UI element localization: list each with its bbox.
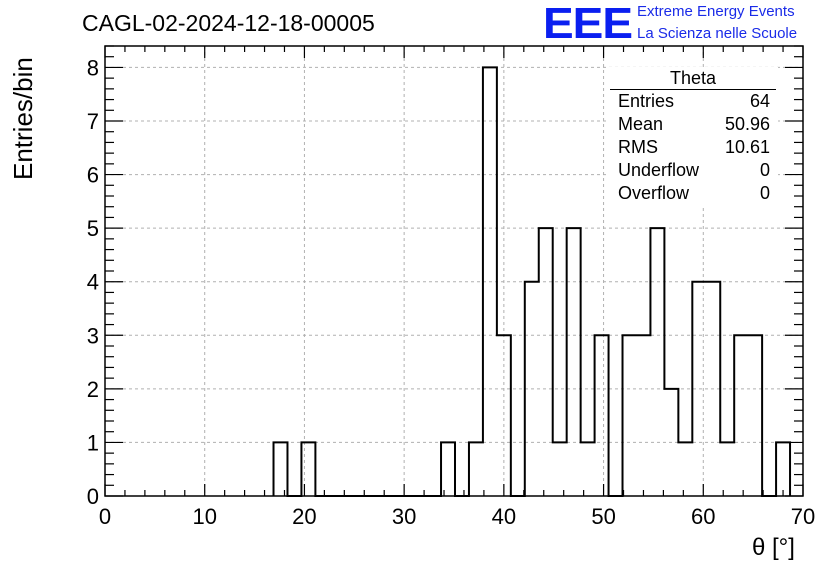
- stats-label: RMS: [618, 137, 658, 157]
- x-tick-labels: 0 10 20 30 40 50 60 70: [99, 504, 815, 529]
- stats-label: Mean: [618, 114, 664, 134]
- stats-label: Entries: [618, 91, 675, 111]
- y-tick-label: 1: [87, 430, 99, 455]
- y-tick-label: 2: [87, 377, 99, 402]
- histogram-bin: [664, 389, 678, 496]
- histogram-bin: [734, 335, 748, 496]
- histogram-bin: [581, 442, 595, 496]
- histogram-bin: [650, 228, 664, 496]
- histogram-bin: [483, 67, 497, 496]
- stats-row-underflow: Underflow 0: [608, 159, 778, 182]
- histogram-bin: [636, 335, 650, 496]
- histogram-bin: [720, 442, 734, 496]
- histogram-bin: [567, 228, 581, 496]
- x-axis-label: θ [°]: [752, 534, 795, 561]
- histogram-bin: [553, 442, 567, 496]
- histogram-bin: [678, 442, 692, 496]
- y-tick-labels: 0 1 2 3 4 5 6 7 8: [87, 55, 99, 509]
- x-tick-label: 0: [99, 504, 111, 529]
- y-tick-label: 5: [87, 216, 99, 241]
- histogram-bin: [525, 282, 539, 496]
- x-tick-label: 30: [392, 504, 416, 529]
- chart-title: CAGL-02-2024-12-18-00005: [82, 10, 375, 36]
- x-tick-label: 40: [492, 504, 516, 529]
- stats-row-mean: Mean 50.96: [608, 113, 778, 136]
- y-tick-label: 0: [87, 484, 99, 509]
- histogram-bin: [469, 442, 483, 496]
- axis-ticks: [104, 45, 804, 497]
- x-tick-label: 10: [192, 504, 216, 529]
- stats-value: 10.61: [724, 137, 770, 157]
- logo-line-1: Extreme Energy Events: [637, 3, 795, 20]
- histogram-bin: [301, 442, 315, 496]
- eee-logo: EEE: [543, 0, 633, 48]
- stats-value: 50.96: [724, 114, 770, 134]
- stats-title: Theta: [610, 67, 776, 90]
- y-tick-label: 8: [87, 55, 99, 80]
- x-tick-label: 60: [691, 504, 715, 529]
- stats-value: 64: [749, 91, 770, 111]
- stats-row-overflow: Overflow 0: [608, 182, 778, 205]
- histogram-bin: [748, 335, 762, 496]
- histogram-bin: [497, 335, 511, 496]
- histogram-bin: [441, 442, 455, 496]
- histogram-bin: [692, 282, 706, 496]
- y-tick-label: 7: [87, 109, 99, 134]
- stats-label: Underflow: [618, 160, 700, 180]
- y-tick-label: 4: [87, 270, 99, 295]
- x-tick-label: 50: [591, 504, 615, 529]
- histogram-bin: [274, 442, 288, 496]
- y-axis-label: Entries/bin: [8, 57, 38, 180]
- x-tick-label: 70: [791, 504, 815, 529]
- stats-box: Theta Entries 64 Mean 50.96 RMS 10.61 Un…: [608, 67, 778, 205]
- histogram-bin: [539, 228, 553, 496]
- histogram-bin: [776, 442, 790, 496]
- y-tick-label: 3: [87, 323, 99, 348]
- x-tick-label: 20: [292, 504, 316, 529]
- stats-value: 0: [759, 183, 770, 203]
- logo-line-2: La Scienza nelle Scuole: [637, 25, 798, 42]
- stats-value: 0: [759, 160, 770, 180]
- histogram-bin: [595, 335, 609, 496]
- stats-row-entries: Entries 64: [608, 90, 778, 113]
- stats-label: Overflow: [618, 183, 690, 203]
- histogram-bin: [623, 335, 637, 496]
- histogram-bin: [706, 282, 720, 496]
- stats-row-rms: RMS 10.61: [608, 136, 778, 159]
- y-tick-label: 6: [87, 163, 99, 188]
